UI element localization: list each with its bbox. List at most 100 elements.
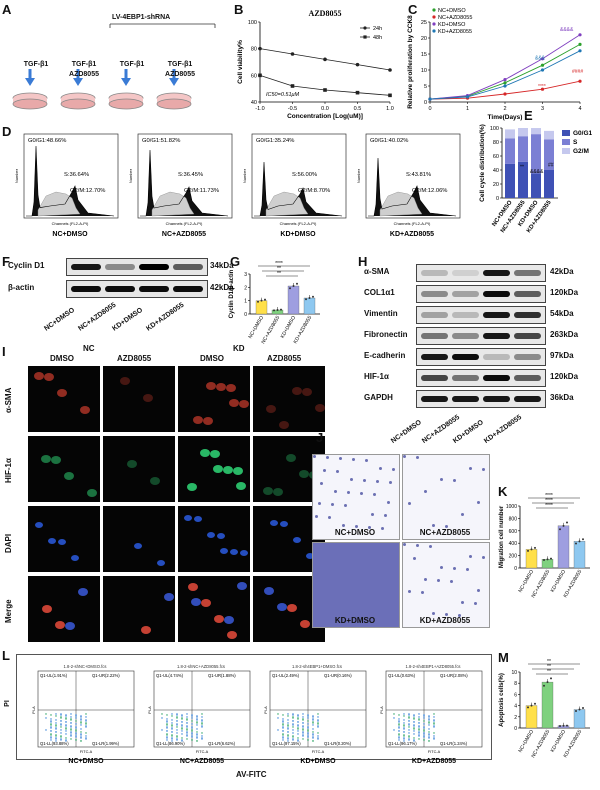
event-dot (398, 730, 400, 732)
event-dot (176, 726, 178, 728)
cell (230, 549, 238, 555)
quadrant-ul: Q1-UL(2.49%) (272, 673, 300, 678)
event-dot (302, 716, 304, 718)
event-dot (403, 719, 405, 721)
group-label: KD+AZD8055 (145, 301, 186, 333)
band (452, 375, 479, 381)
flow-plot-frame (269, 670, 367, 748)
event-dot (50, 720, 52, 722)
event-dot (413, 727, 415, 729)
quadrant-ll: Q1-LL(86.90%) (156, 741, 185, 746)
event-dot (201, 725, 203, 727)
category-label: NC+DMSO (517, 729, 535, 754)
event-dot (317, 737, 319, 739)
quadrant-ul: Q1-UL(0.63%) (388, 673, 416, 678)
sig-mark: **** (545, 493, 553, 499)
event-dot (297, 728, 299, 730)
event-dot (181, 725, 183, 727)
event-dot (428, 734, 430, 736)
legend-label: NC+DMSO (438, 8, 466, 14)
band-name: HIF-1α (364, 372, 389, 381)
event-dot (60, 724, 62, 726)
cell (34, 372, 44, 380)
bar (525, 705, 538, 729)
event-dot (50, 733, 52, 735)
event-dot (186, 728, 188, 730)
event-dot (181, 724, 183, 726)
panel-label-f: F (2, 254, 10, 269)
data-dot (582, 707, 584, 710)
band (514, 354, 541, 360)
event-dot (302, 734, 304, 736)
y-tick-label: 1000 (506, 504, 517, 510)
data-point (465, 95, 470, 99)
flow-plot-title: 1.8-2-sh4EBP1+DMSO.fcs (292, 664, 342, 669)
histogram-name: NC+AZD8055 (162, 231, 206, 238)
y-tick-label: 0 (424, 100, 427, 106)
event-dot (282, 730, 284, 732)
event-dot (282, 720, 284, 722)
fluorescence-image (178, 506, 250, 572)
event-dot (307, 733, 309, 735)
sig-mark: ** (547, 659, 551, 665)
event-dot (166, 721, 168, 723)
event-dot (423, 726, 425, 728)
event-dot (171, 740, 173, 742)
event-dot (75, 729, 77, 731)
event-dot (75, 730, 77, 732)
stacked-bar-segment (531, 173, 541, 198)
event-dot (60, 713, 62, 715)
event-dot (191, 732, 193, 734)
cell-dot (342, 524, 345, 527)
cell (42, 605, 52, 613)
arrow-head (169, 78, 179, 86)
fluorescence-image (103, 436, 175, 502)
fluorescence-image (103, 576, 175, 642)
event-dot (80, 715, 82, 717)
event-dot (398, 718, 400, 720)
event-dot (80, 736, 82, 738)
event-dot (423, 727, 425, 729)
event-dot (201, 719, 203, 721)
chart-c: 0 5 10 15 20 25 0 1 2 3 4 Time(Days) Relative prolif… (407, 8, 583, 121)
y-tick-label: 1 (244, 299, 247, 305)
cell (44, 373, 54, 381)
legend-label: NC+AZD8055 (438, 15, 472, 21)
band (483, 270, 510, 276)
event-dot (302, 725, 304, 727)
event-dot (307, 717, 309, 719)
flow-frame (16, 654, 492, 760)
event-dot (186, 735, 188, 737)
cell-dot (432, 612, 435, 615)
legend-label: KD+DMSO (438, 22, 466, 28)
event-dot (55, 713, 57, 715)
event-dot (408, 726, 410, 728)
x-tick-label: -0.5 (288, 106, 297, 112)
band (452, 333, 479, 339)
quadrant-ur: Q1-UR(2.22%) (92, 673, 120, 678)
data-dot (578, 708, 581, 711)
band (483, 396, 510, 402)
event-dot (433, 722, 435, 724)
cell-dot (403, 455, 406, 458)
histogram-name: KD+DMSO (280, 231, 316, 238)
event-dot (413, 730, 415, 732)
cell (263, 487, 273, 495)
stacked-bar-segment (518, 136, 528, 162)
band (452, 354, 479, 360)
axis-y-label: Number (14, 168, 19, 183)
dish-bottom (156, 98, 192, 110)
y-tick-label: 20 (421, 36, 427, 42)
tick-y-label: PI-A (264, 706, 268, 714)
cell (203, 417, 213, 425)
cell-dot (371, 513, 374, 516)
cell (292, 387, 302, 395)
event-dot (45, 729, 47, 731)
event-dot (75, 733, 77, 735)
dish-bottom (108, 98, 144, 110)
event-dot (277, 713, 279, 715)
data-point (290, 84, 295, 88)
cell-dot (368, 526, 371, 529)
event-dot (393, 729, 395, 731)
cell-dot (323, 469, 326, 472)
